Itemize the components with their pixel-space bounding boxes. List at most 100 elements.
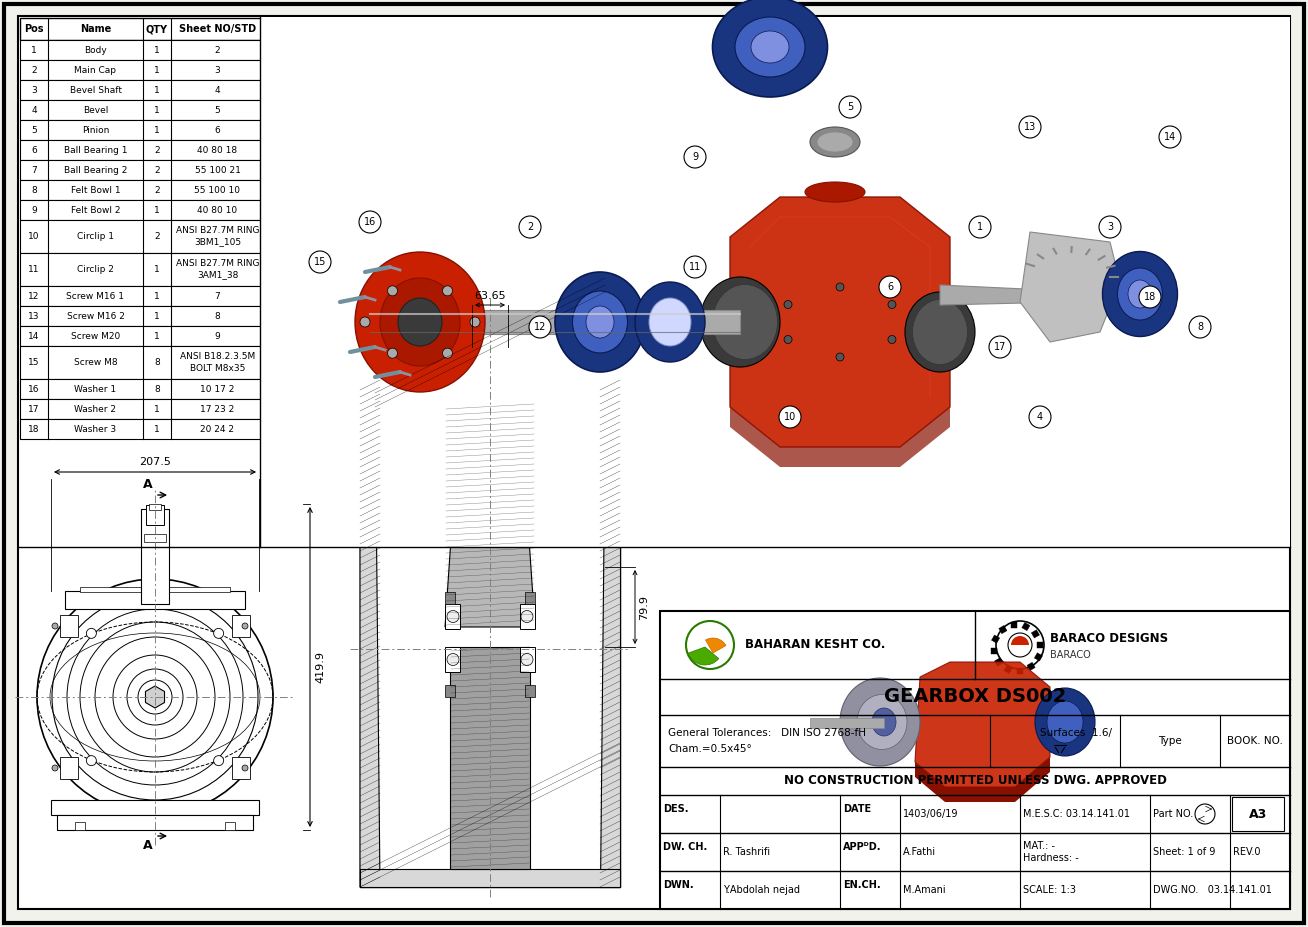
Text: 3: 3: [215, 66, 220, 74]
Polygon shape: [810, 718, 884, 728]
Circle shape: [358, 211, 381, 233]
Text: 13: 13: [29, 311, 39, 321]
Text: 1403/06/19: 1403/06/19: [903, 809, 959, 819]
Bar: [65, 591, 245, 609]
Text: Screw M16 2: Screw M16 2: [67, 311, 124, 321]
Ellipse shape: [735, 17, 804, 77]
Circle shape: [1019, 116, 1041, 138]
Text: 11: 11: [689, 262, 701, 272]
Bar: [999, 626, 1007, 634]
Polygon shape: [375, 387, 606, 407]
Text: 1: 1: [154, 85, 160, 95]
Bar: [51, 800, 259, 815]
Bar: [20, 140, 264, 160]
Ellipse shape: [573, 291, 628, 353]
Text: Y.Abdolah nejad: Y.Abdolah nejad: [723, 885, 800, 895]
Text: 9: 9: [215, 332, 220, 340]
Text: 1: 1: [154, 265, 160, 274]
Text: 419.9: 419.9: [315, 651, 324, 683]
Text: 2: 2: [215, 45, 220, 55]
Text: 1: 1: [154, 404, 160, 413]
Text: 15: 15: [29, 358, 39, 367]
Bar: [20, 326, 264, 346]
Bar: [445, 604, 460, 629]
Circle shape: [1189, 316, 1211, 338]
Text: 15: 15: [314, 257, 326, 267]
Circle shape: [888, 300, 896, 309]
Bar: [525, 685, 535, 697]
Text: 8: 8: [154, 358, 160, 367]
Bar: [1005, 666, 1012, 674]
Text: Sheet NO/STD: Sheet NO/STD: [179, 24, 256, 34]
Bar: [20, 306, 264, 326]
Circle shape: [242, 623, 249, 629]
Text: BAHARAN KESHT CO.: BAHARAN KESHT CO.: [746, 639, 886, 652]
Circle shape: [447, 654, 459, 666]
Text: 1: 1: [154, 206, 160, 214]
Bar: [472, 347, 508, 407]
Bar: [20, 40, 264, 60]
Circle shape: [995, 621, 1044, 669]
Polygon shape: [600, 387, 620, 887]
Bar: [484, 312, 496, 407]
Text: 4: 4: [31, 106, 37, 115]
Text: Cham.=0.5x45°: Cham.=0.5x45°: [668, 744, 752, 754]
Bar: [20, 60, 264, 80]
Bar: [20, 200, 264, 220]
Text: MAT.: -
Hardness: -: MAT.: - Hardness: -: [1023, 841, 1079, 863]
Ellipse shape: [649, 298, 691, 346]
Bar: [1027, 662, 1035, 670]
Text: 20 24 2: 20 24 2: [200, 425, 234, 434]
Text: SCALE: 1:3: SCALE: 1:3: [1023, 885, 1076, 895]
Bar: [521, 647, 535, 672]
Text: Screw M16 1: Screw M16 1: [67, 291, 124, 300]
Text: Sheet: 1 of 9: Sheet: 1 of 9: [1152, 847, 1215, 857]
Text: 2: 2: [31, 66, 37, 74]
Text: Type: Type: [1158, 736, 1182, 746]
Bar: [232, 757, 250, 779]
Ellipse shape: [586, 306, 613, 338]
Text: Ball Bearing 2: Ball Bearing 2: [64, 166, 127, 174]
Text: 18: 18: [1144, 292, 1156, 302]
Text: ANSI B27.7M RING
3BM1_105: ANSI B27.7M RING 3BM1_105: [175, 226, 259, 247]
Bar: [20, 80, 264, 100]
Text: A: A: [143, 839, 153, 852]
Polygon shape: [360, 869, 620, 887]
Circle shape: [112, 655, 198, 739]
Wedge shape: [1011, 636, 1029, 645]
Bar: [20, 18, 264, 40]
Bar: [144, 534, 166, 542]
Text: BOOK. NO.: BOOK. NO.: [1227, 736, 1283, 746]
Text: ANSI B18.2.3.5M
BOLT M8x35: ANSI B18.2.3.5M BOLT M8x35: [181, 352, 255, 373]
Bar: [994, 658, 1003, 667]
Text: 12: 12: [29, 291, 39, 300]
Ellipse shape: [713, 285, 777, 360]
Bar: [149, 504, 161, 510]
Text: 9: 9: [692, 152, 698, 162]
Ellipse shape: [913, 299, 968, 364]
Circle shape: [67, 609, 243, 785]
Ellipse shape: [1046, 701, 1083, 743]
Text: 16: 16: [364, 217, 377, 227]
Wedge shape: [705, 638, 726, 653]
Polygon shape: [360, 387, 381, 887]
Circle shape: [213, 756, 224, 766]
Text: 2: 2: [154, 232, 160, 241]
Bar: [20, 180, 264, 200]
Ellipse shape: [857, 694, 906, 750]
Circle shape: [519, 216, 542, 238]
Text: 2: 2: [527, 222, 534, 232]
Bar: [1031, 629, 1040, 638]
Text: Screw M8: Screw M8: [73, 358, 118, 367]
Text: 3: 3: [1107, 222, 1113, 232]
Bar: [1037, 642, 1042, 648]
Text: DES.: DES.: [663, 804, 688, 814]
Text: DWG.NO.   03.14.141.01: DWG.NO. 03.14.141.01: [1152, 885, 1271, 895]
Polygon shape: [370, 310, 740, 334]
Ellipse shape: [700, 277, 780, 367]
Bar: [232, 615, 250, 637]
Circle shape: [86, 756, 97, 766]
Text: 7: 7: [31, 166, 37, 174]
Ellipse shape: [804, 182, 865, 202]
Text: Screw M20: Screw M20: [71, 332, 120, 340]
